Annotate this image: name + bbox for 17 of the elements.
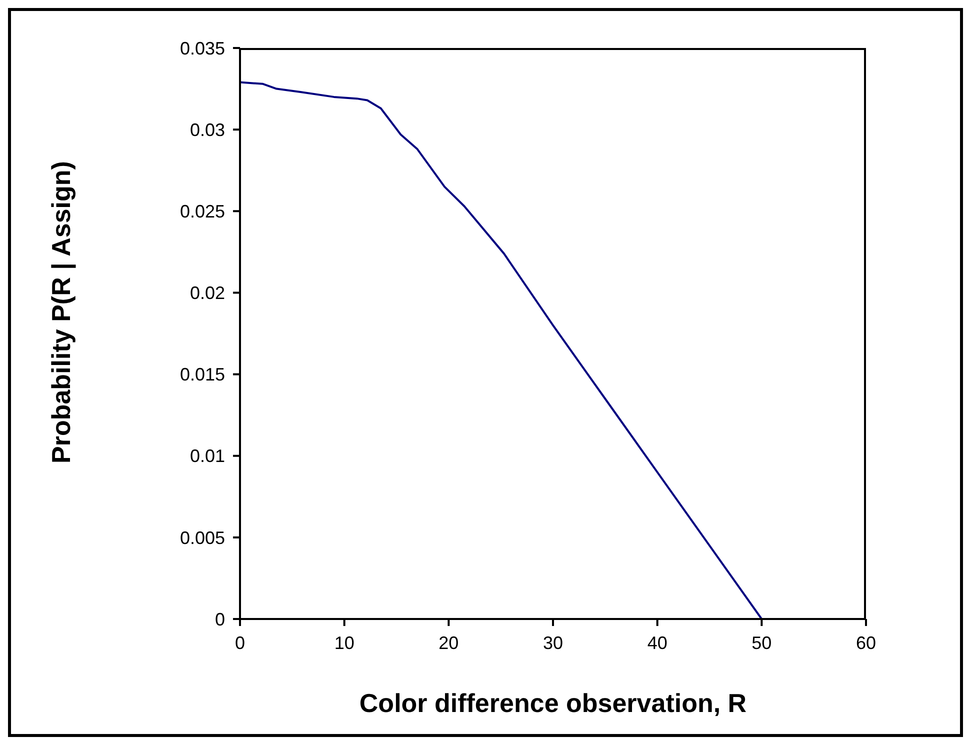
x-tick-label: 10 [334,632,354,653]
y-tick-label: 0.025 [180,202,225,222]
y-tick-label: 0.02 [190,283,225,304]
x-tick-label: 40 [647,632,668,653]
y-tick-label: 0.03 [190,120,225,140]
y-tick-label: 0.01 [190,446,225,466]
y-tick-label: 0 [214,609,225,630]
x-tick-label: 20 [438,632,459,653]
x-tick-label: 30 [542,632,564,653]
x-axis-title: Color difference observation, R [359,688,747,718]
x-tick-label: 60 [856,632,876,653]
y-tick-label: 0.015 [180,364,225,385]
x-tick-label: 0 [234,632,246,653]
y-tick-label: 0.005 [180,528,225,548]
y-axis-title: Probability P(R | Assign) [46,161,76,464]
y-tick-label: 0.035 [180,38,225,58]
x-tick-label: 50 [752,632,772,653]
